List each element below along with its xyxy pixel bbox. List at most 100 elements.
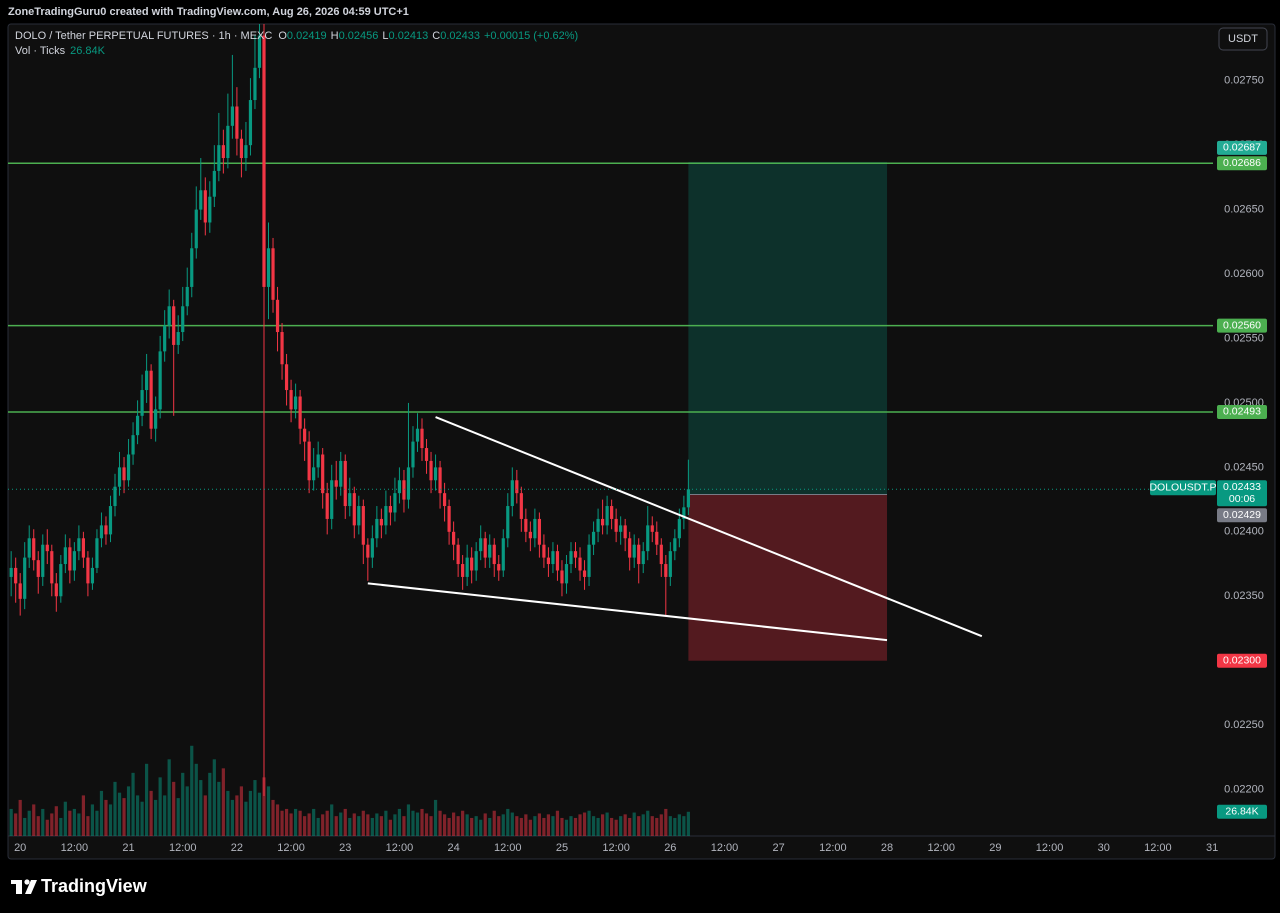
candle-body — [348, 493, 352, 507]
volume-bar — [465, 814, 469, 836]
candle-body — [569, 551, 573, 565]
candle-body — [411, 441, 415, 468]
entry-tag: 0.02429 — [1223, 509, 1261, 521]
x-tick-label: 27 — [773, 842, 785, 854]
candle-body — [510, 480, 514, 507]
candle-body — [126, 454, 131, 481]
candle-body — [537, 518, 541, 545]
candle-body — [375, 518, 379, 539]
price-tags: 0.02686 0.02560 0.02493 0.02687 0.02300 0.024… — [1149, 140, 1267, 819]
volume-bar — [108, 804, 113, 836]
candle-body — [325, 493, 329, 519]
profit-zone — [688, 161, 888, 495]
candle-body — [135, 415, 140, 436]
ohlc-letter: C — [432, 30, 440, 42]
candle-body — [352, 493, 356, 526]
candle-body — [284, 364, 289, 391]
candle-body — [366, 544, 370, 558]
candle-body — [637, 544, 641, 565]
volume-bar — [334, 816, 338, 836]
volume-bar — [573, 817, 578, 836]
volume-bar — [321, 814, 325, 836]
volume-bar — [86, 816, 90, 836]
candle-body — [230, 106, 234, 126]
volume-bar — [212, 759, 216, 836]
volume-bar — [628, 817, 632, 836]
trendline — [367, 582, 888, 642]
candle-body — [677, 518, 681, 539]
stop-tag: 0.02300 — [1223, 654, 1261, 666]
current-price-tag-box — [1217, 480, 1267, 507]
candle-body — [167, 306, 171, 326]
volume-bar — [474, 816, 478, 836]
candle-body — [212, 170, 216, 197]
volume-bar — [686, 811, 690, 836]
symbol-tag-box — [1150, 480, 1216, 496]
volume-bar — [339, 812, 343, 836]
candle-body — [293, 396, 298, 410]
volume-bar — [41, 808, 45, 836]
legend-header: DOLO / Tether PERPETUAL FUTURES · 1h · M… — [15, 30, 578, 42]
volume-bar — [50, 813, 54, 836]
x-tick-label: 30 — [1098, 842, 1110, 854]
candle-body — [334, 480, 338, 487]
candle-body — [402, 480, 406, 500]
volume-bar — [117, 792, 122, 836]
candle-body — [433, 467, 438, 481]
volume-bar — [36, 816, 40, 836]
volume-tag: 26.84K — [1225, 806, 1258, 818]
candle-body — [415, 428, 420, 442]
candle-body — [528, 531, 532, 539]
candle-body — [465, 557, 469, 577]
y-tick-label: 0.02650 — [1224, 204, 1264, 216]
chart-panel — [7, 23, 1276, 860]
candle-body — [9, 567, 13, 577]
candle-body — [176, 332, 180, 345]
volume-bar — [167, 759, 171, 836]
candle-body — [628, 538, 632, 558]
candle-body — [257, 35, 262, 68]
volume-header: Vol · Ticks 26.84K — [15, 45, 106, 57]
candle-body — [63, 547, 67, 565]
candle-body — [14, 567, 18, 584]
candle-body — [81, 538, 85, 558]
level-tag-box — [1217, 318, 1267, 333]
volume-bar — [221, 768, 225, 836]
volume-bar — [113, 781, 117, 836]
currency-button[interactable] — [1218, 27, 1268, 51]
volume-bar — [59, 817, 63, 836]
volume-bar — [388, 819, 393, 836]
candle-body — [546, 557, 551, 565]
volume-bar — [163, 795, 167, 836]
trendline — [435, 416, 983, 638]
x-tick-label: 12:00 — [602, 842, 630, 854]
candle-body — [646, 525, 650, 552]
candle-body — [542, 544, 546, 558]
y-tick-label: 0.02750 — [1224, 75, 1264, 87]
candle-body — [104, 525, 108, 535]
currency-button-label[interactable]: USDT — [1228, 33, 1258, 45]
x-tick-label: 25 — [556, 842, 568, 854]
volume-bar — [9, 808, 13, 836]
volume-bar — [623, 814, 627, 836]
candle-body — [650, 525, 654, 532]
candle-body — [262, 35, 266, 287]
volume-bar — [185, 786, 189, 836]
ohlc-value: 0.02433 — [440, 30, 480, 42]
countdown: 00:06 — [1229, 493, 1255, 505]
x-tick-label: 26 — [664, 842, 676, 854]
candle-body — [99, 525, 104, 539]
candle-body — [266, 248, 271, 287]
volume-bar — [677, 814, 681, 836]
volume-bar — [610, 817, 614, 836]
candle-body — [117, 467, 122, 487]
volume-bar — [357, 816, 361, 836]
volume-bar — [578, 814, 582, 836]
candle-body — [610, 506, 614, 519]
volume-bar — [420, 808, 424, 836]
volume-bar — [271, 799, 275, 836]
candle-body — [424, 448, 429, 461]
candle-body — [68, 547, 72, 571]
volume-bar — [488, 817, 492, 836]
volume-bar — [68, 810, 72, 836]
